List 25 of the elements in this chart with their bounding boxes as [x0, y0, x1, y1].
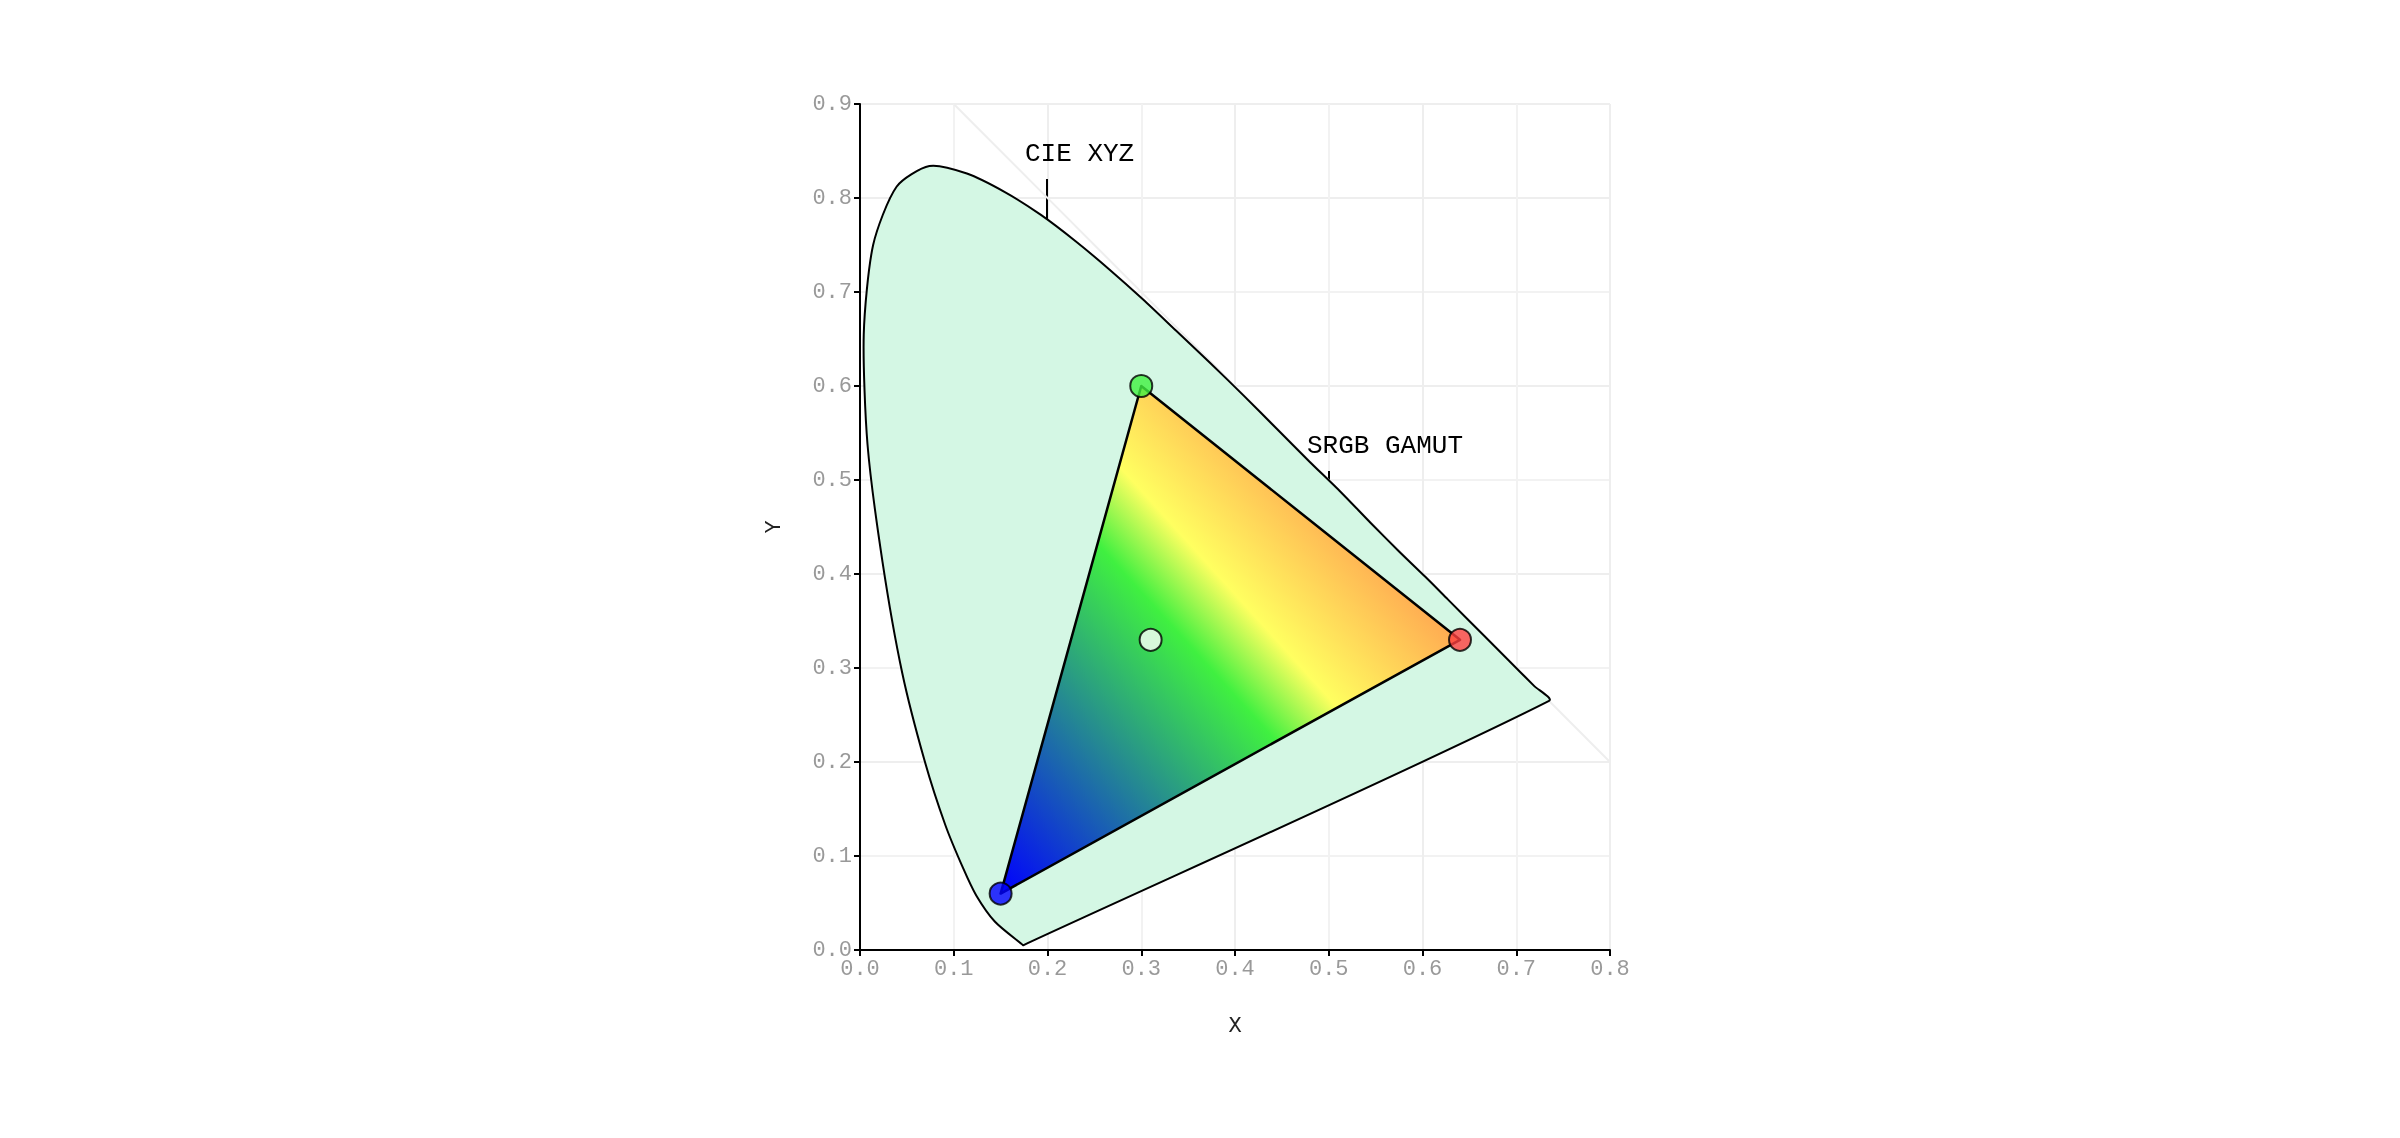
x-tick-label: 0.2: [1027, 956, 1068, 982]
point: [1138, 627, 1163, 652]
y-tick-label: 0.3: [812, 655, 852, 681]
x-tick-label: 0.7: [1496, 956, 1537, 982]
y-tick-label: 0.1: [812, 843, 852, 869]
x-tick-label: 0.4: [1215, 956, 1255, 982]
x-tick-label: 0.1: [933, 956, 974, 982]
y-tick-label: 0.7: [812, 279, 852, 305]
x-axis-title: X: [1228, 1013, 1242, 1039]
point: [988, 881, 1013, 906]
x-tick-label: 0.6: [1402, 956, 1443, 982]
y-axis-title: Y: [761, 520, 787, 534]
x-tick-label: 0.5: [1308, 956, 1349, 982]
y-tick-label: 0.5: [812, 467, 852, 493]
point: [1448, 627, 1472, 652]
y-tick-label: 0.4: [812, 561, 852, 587]
annotation: SRGB GAMUT: [1307, 431, 1464, 461]
point: [1129, 374, 1154, 398]
y-tick-label: 0.8: [812, 185, 852, 211]
x-tick-label: 0.3: [1121, 956, 1162, 982]
y-tick-label: 0.2: [812, 749, 852, 775]
x-tick-label: 0.8: [1590, 956, 1630, 982]
y-tick-label: 0.9: [812, 91, 852, 117]
y-tick-label: 0.6: [812, 373, 852, 399]
annotation: CIE XYZ: [1025, 139, 1135, 169]
